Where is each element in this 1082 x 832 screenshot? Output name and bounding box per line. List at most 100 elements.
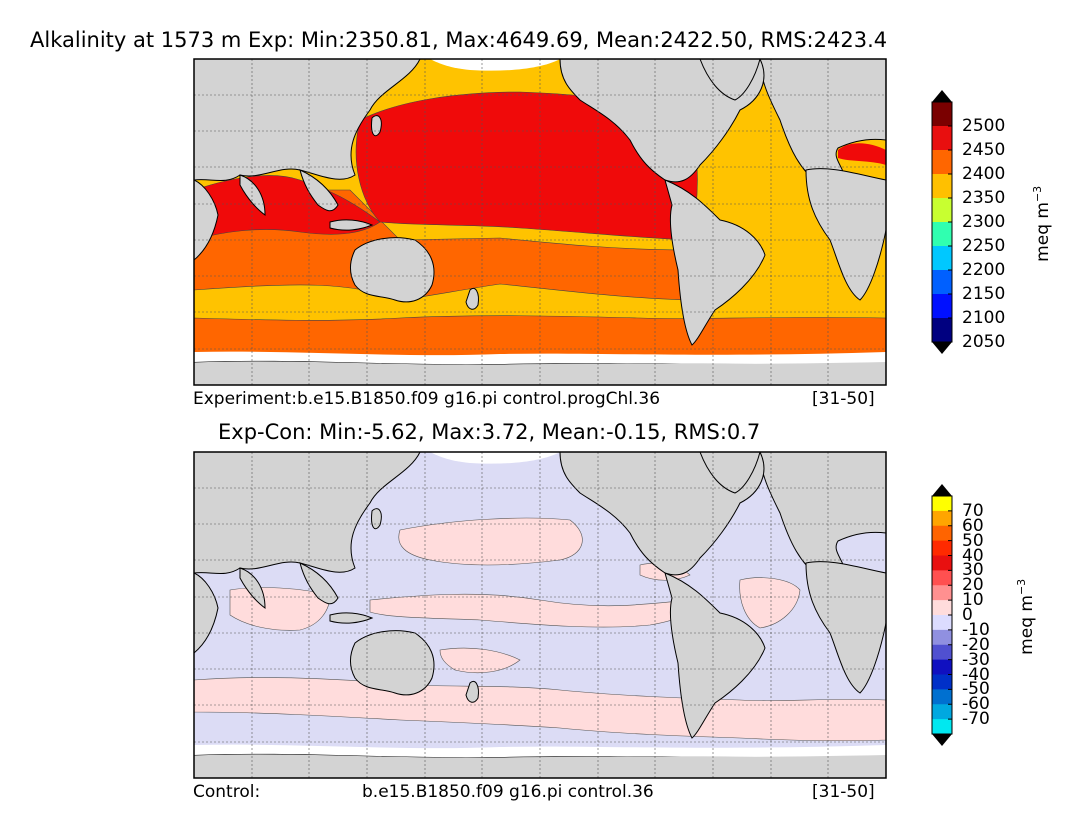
top-colorbar-swatch [932, 126, 952, 151]
bottom-map-title: Exp-Con: Min:-5.62, Max:3.72, Mean:-0.15… [218, 420, 761, 444]
bottom-colorbar [931, 484, 953, 746]
top-colorbar-tick-label: 2500 [962, 116, 1006, 136]
bottom-colorbar-swatch [932, 510, 952, 527]
top-map-land-indonesia [329, 219, 374, 231]
bottom-colorbar-swatch [932, 719, 952, 735]
top-map-title: Alkalinity at 1573 m Exp: Min:2350.81, M… [30, 28, 888, 52]
bottom-map-southern-ice [194, 744, 886, 758]
bottom-map-land-new-zealand [465, 680, 479, 703]
bottom-colorbar-tick-label: -30 [962, 649, 990, 670]
bottom-colorbar-swatch [932, 615, 952, 631]
bottom-colorbar-tick-label: 40 [962, 545, 984, 566]
top-map-frame [193, 58, 887, 386]
bottom-map-land-africa [805, 561, 886, 694]
top-colorbar-swatch [932, 246, 952, 271]
bottom-colorbar-tick-label: 20 [962, 575, 984, 596]
top-map-land-greenland [699, 59, 761, 101]
bottom-colorbar-tick-label: -20 [962, 634, 990, 655]
bottom-colorbar-tick-label: 10 [962, 590, 984, 611]
top-colorbar-tick-label: 2100 [962, 308, 1006, 328]
bottom-control-case-caption: b.e15.B1850.f09 g16.pi control.36 [362, 782, 654, 802]
top-map-arctic-ice [430, 59, 560, 71]
top-colorbar-swatch [932, 318, 952, 343]
top-colorbar-tick-label: 2350 [962, 188, 1006, 208]
bottom-colorbar-swatch [932, 689, 952, 705]
bottom-colorbar-swatch [932, 704, 952, 720]
top-map-southern-ice [194, 351, 886, 365]
top-colorbar-tick-label: 2300 [962, 212, 1006, 232]
bottom-colorbar-label: meq m−3 [1015, 577, 1037, 657]
bottom-colorbar-under-arrow [932, 734, 952, 746]
top-map-land [194, 59, 886, 385]
top-map-land-eurasia [194, 59, 421, 181]
bottom-colorbar-swatch [932, 644, 952, 661]
top-map-gridlines [194, 59, 886, 385]
bottom-colorbar-over-arrow [932, 484, 952, 496]
bottom-colorbar-swatch [932, 496, 952, 512]
top-map-mediterranean-red [838, 143, 886, 165]
bottom-colorbar-tick-label: 60 [962, 515, 984, 536]
top-map-land-australia [350, 237, 435, 303]
top-colorbar-tick-label: 2250 [962, 236, 1006, 256]
bottom-map-land-south-america [664, 572, 766, 739]
bottom-period-caption: [31-50] [812, 782, 875, 802]
bottom-colorbar-tick-label: -60 [962, 694, 990, 715]
top-map-land-southeast-asia [299, 169, 339, 212]
bottom-colorbar-tick-label: -40 [962, 664, 990, 685]
top-colorbar-tick-label: 2200 [962, 260, 1006, 280]
bottom-colorbar-tick-label: 30 [962, 560, 984, 581]
bottom-map-land-eurasia [194, 452, 421, 574]
bottom-map-frame [193, 451, 887, 779]
top-map-land-africa [805, 168, 886, 301]
bottom-map-atlantic-pink [739, 577, 801, 629]
top-colorbar-swatch [932, 270, 952, 295]
bottom-map-arctic-ice [430, 452, 560, 464]
bottom-colorbar-label-exponent: −3 [1015, 578, 1029, 596]
bottom-colorbar-swatch [932, 629, 952, 646]
bottom-map-land-japan [371, 508, 382, 530]
top-colorbar-swatch [932, 174, 952, 199]
top-period-caption: [31-50] [812, 389, 875, 409]
top-colorbar-tick-label: 2150 [962, 284, 1006, 304]
top-colorbar [931, 90, 953, 354]
bottom-colorbar-swatch [932, 674, 952, 690]
bottom-colorbar-swatch [932, 585, 952, 601]
top-map-land-south-america [664, 179, 766, 346]
bottom-colorbar-swatch [932, 555, 952, 571]
bottom-colorbar-tick-label: 0 [962, 605, 973, 625]
bottom-map [194, 452, 886, 778]
top-map-land-japan [371, 115, 382, 137]
bottom-colorbar-label-unit: meq m [1016, 595, 1037, 655]
bottom-colorbar-swatch [932, 540, 952, 556]
bottom-colorbar-swatch [932, 570, 952, 586]
bottom-colorbar-tick-label: -70 [962, 709, 990, 730]
top-colorbar-under-arrow [932, 342, 952, 354]
bottom-colorbar-tick-label: 70 [962, 500, 984, 521]
top-map-land-new-zealand [465, 287, 479, 310]
bottom-colorbar-swatch [932, 659, 952, 675]
top-colorbar-label-exponent: −3 [1031, 185, 1045, 203]
bottom-colorbar-tick-label: -50 [962, 679, 990, 700]
bottom-map-land-india [239, 567, 266, 609]
bottom-map-land-australia [350, 630, 435, 696]
bottom-map-gridlines [194, 452, 886, 778]
bottom-colorbar-swatch [932, 525, 952, 542]
bottom-map-tasman-pink [439, 647, 521, 674]
top-colorbar-label: meq m−3 [1031, 184, 1053, 264]
bottom-colorbar-tick-label: -10 [962, 619, 990, 640]
bottom-colorbar-swatch [932, 600, 952, 616]
top-colorbar-tick-label: 2050 [962, 332, 1006, 352]
bottom-map-land-indonesia [329, 612, 374, 624]
bottom-map-land-southeast-asia [299, 562, 339, 605]
bottom-map-land-greenland [699, 452, 761, 494]
top-colorbar-swatch [932, 222, 952, 247]
top-colorbar-label-unit: meq m [1032, 202, 1053, 262]
bottom-control-caption: Control: [193, 782, 261, 802]
top-experiment-caption: Experiment:b.e15.B1850.f09 g16.pi contro… [193, 389, 661, 409]
bottom-colorbar-tick-label: 50 [962, 530, 984, 551]
top-colorbar-over-arrow [932, 90, 952, 102]
top-map-land-india [239, 174, 266, 216]
top-map [194, 59, 886, 385]
bottom-map-land [194, 452, 886, 778]
top-colorbar-swatch [932, 102, 952, 127]
